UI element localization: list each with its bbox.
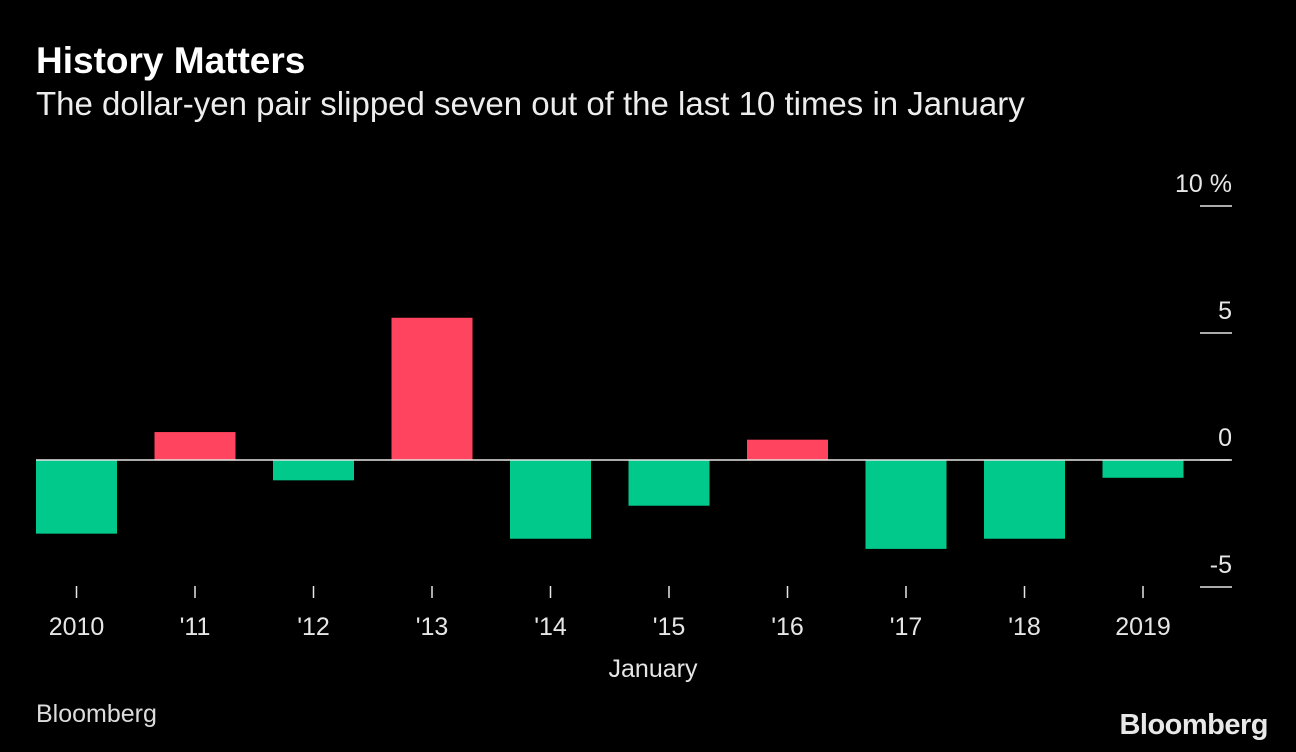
x-tick-label-2: '12 — [297, 613, 330, 641]
bar-6 — [747, 439, 828, 460]
bar-1 — [154, 432, 236, 460]
x-tick-label-6: '16 — [771, 613, 804, 641]
x-tick-label-9: 2019 — [1115, 613, 1171, 641]
x-tick-label-3: '13 — [416, 613, 449, 641]
x-axis-label: January — [609, 655, 698, 683]
bar-8 — [984, 460, 1065, 539]
y-tick-label-3: -5 — [1210, 551, 1232, 579]
y-tick-label-0: 10 % — [1175, 170, 1232, 198]
x-tick-label-5: '15 — [653, 613, 686, 641]
bar-4 — [510, 460, 591, 539]
chart-subtitle: The dollar-yen pair slipped seven out of… — [36, 85, 1025, 122]
bar-0 — [36, 460, 117, 534]
bar-2 — [273, 460, 354, 481]
bar-9 — [1102, 460, 1184, 478]
bar-3 — [391, 317, 473, 460]
x-tick-label-8: '18 — [1008, 613, 1041, 641]
x-tick-label-4: '14 — [534, 613, 567, 641]
x-tick-label-0: 2010 — [49, 613, 105, 641]
y-tick-label-2: 0 — [1218, 424, 1232, 452]
bar-5 — [628, 460, 710, 506]
bar-7 — [865, 460, 947, 549]
y-tick-label-1: 5 — [1218, 297, 1232, 325]
bloomberg-logo: Bloomberg — [1119, 709, 1268, 741]
chart-title: History Matters — [36, 40, 306, 81]
x-tick-label-1: '11 — [180, 613, 211, 641]
x-tick-label-7: '17 — [890, 613, 923, 641]
source-label: Bloomberg — [36, 700, 157, 728]
